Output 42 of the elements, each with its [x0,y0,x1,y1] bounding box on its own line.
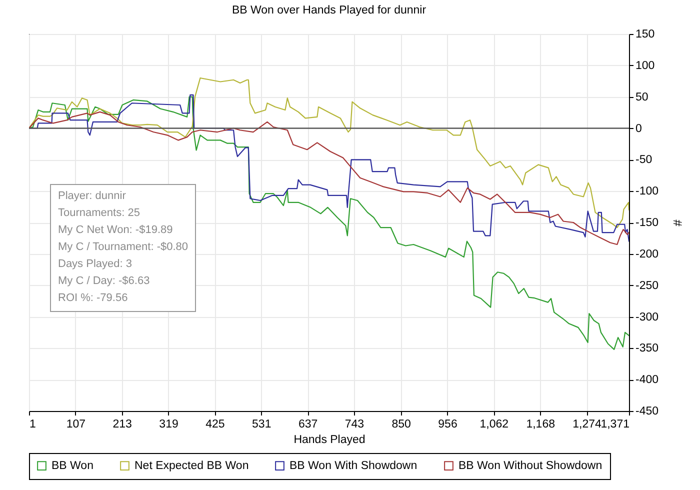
x-tick-label: 213 [112,418,132,430]
y-tick-label: -450 [636,406,659,418]
annotation: Days Played: 3 [58,257,133,272]
x-tick-label: 743 [344,418,364,430]
legend-label: BB Won With Showdown [290,460,418,472]
x-axis-title: Hands Played [294,434,366,446]
y-tick-label: 50 [636,91,648,104]
x-tick-label: 956 [438,418,458,430]
annotation: Player: dunnir [58,189,127,204]
y-tick-label: -50 [636,154,652,166]
x-tick-label: 1,274 [572,418,602,430]
y-tick-label: -200 [636,248,659,260]
x-tick-label: 1 [30,418,36,430]
y-tick-label: 0 [636,122,642,135]
annotation: Tournaments: 25 [58,206,141,221]
x-tick-label: 637 [298,418,318,430]
chart-title: BB Won over Hands Played for dunnir [232,4,426,16]
y-tick-label: 150 [636,28,655,40]
annotation: My C Net Won: -$19.89 [58,223,174,238]
y-tick-label: -100 [636,186,659,198]
y-tick-label: -150 [636,217,659,229]
legend-label: BB Won [52,460,94,472]
y-axis-title: # [670,220,685,227]
x-tick-label: 1,062 [480,418,509,430]
legend-label: Net Expected BB Won [134,460,249,472]
y-tick-label: -350 [636,342,659,355]
annotation: ROI %: -79.56 [58,291,129,306]
x-tick-label: 319 [159,418,178,430]
y-tick-label: 100 [636,60,655,72]
y-tick-label: -400 [636,374,659,386]
x-tick-label: 850 [392,418,411,430]
x-tick-label: 107 [66,418,86,430]
x-tick-label: 531 [252,418,272,430]
x-tick-label: 425 [206,418,225,430]
legend-label: BB Won Without Showdown [458,460,602,472]
annotation: My C / Day: -$6.63 [58,274,151,289]
annotation: My C / Tournament: -$0.80 [58,240,188,255]
y-tick-label: -250 [636,280,659,292]
x-tick-label: 1,371 [600,418,630,430]
y-tick-label: -300 [636,311,659,324]
line-series [29,96,629,350]
x-tick-label: 1,168 [526,418,555,430]
